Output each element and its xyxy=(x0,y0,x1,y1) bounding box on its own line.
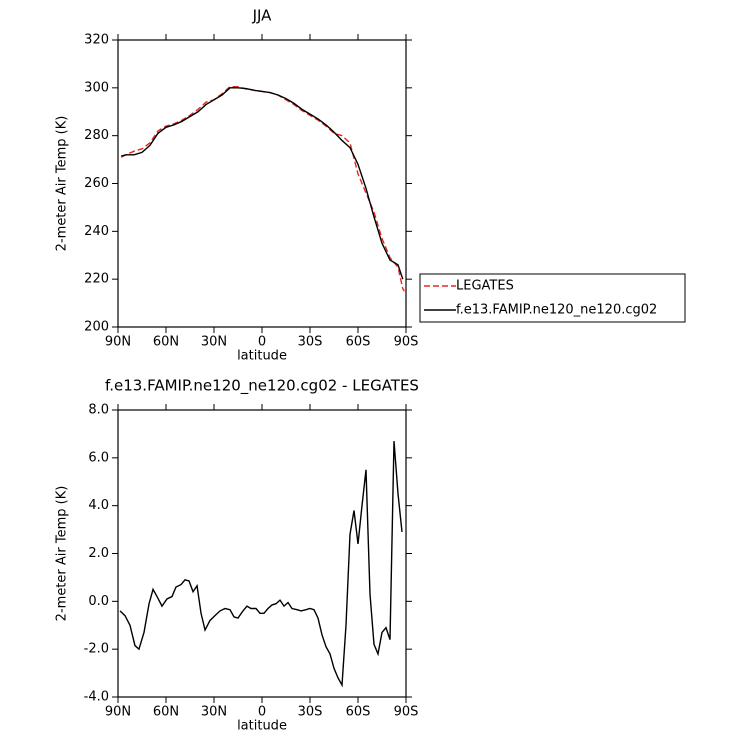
x-tick-label: 30N xyxy=(201,335,227,350)
y-tick-label: 240 xyxy=(84,224,109,239)
y-tick-label: 300 xyxy=(84,80,109,95)
y-tick-label: 200 xyxy=(84,320,109,335)
series-line xyxy=(119,441,403,688)
panel: f.e13.FAMIP.ne120_ne120.cg02 - LEGATES -4… xyxy=(55,377,419,734)
x-tick-label: 60N xyxy=(153,705,179,720)
y-axis-label: 2-meter Air Temp (K) xyxy=(55,116,70,252)
y-tick-label: 260 xyxy=(84,176,109,191)
x-tick-label: 90N xyxy=(105,705,131,720)
y-tick-label: 320 xyxy=(84,33,109,48)
y-axis-label: 2-meter Air Temp (K) xyxy=(55,486,70,622)
x-tick-label: 60S xyxy=(346,335,371,350)
legend-label: f.e13.FAMIP.ne120_ne120.cg02 xyxy=(456,303,657,318)
x-tick-label: 30S xyxy=(298,705,323,720)
chart-title: JJA xyxy=(252,7,273,25)
y-tick-label: 280 xyxy=(84,128,109,143)
legend-box xyxy=(419,273,686,323)
y-tick-label: 2.0 xyxy=(88,546,109,561)
legend-label: LEGATES xyxy=(456,279,514,294)
panel: JJA 200 220 240 260 280 300 320 90N 60N 30N 0 30S 60S… xyxy=(55,7,686,364)
plot-frame xyxy=(117,409,407,698)
x-tick-label: 90S xyxy=(394,335,419,350)
x-tick-label: 0 xyxy=(258,335,266,350)
y-tick-label: 8.0 xyxy=(88,403,109,418)
x-axis-label: latitude xyxy=(237,719,287,734)
y-tick-label: 220 xyxy=(84,272,109,287)
y-tick-label: -2.0 xyxy=(84,642,109,657)
x-tick-label: 60S xyxy=(346,705,371,720)
x-tick-label: 30S xyxy=(298,335,323,350)
x-tick-label: 0 xyxy=(258,705,266,720)
y-tick-label: 0.0 xyxy=(88,594,109,609)
y-tick-label: -4.0 xyxy=(84,690,109,705)
plot-frame xyxy=(117,39,407,328)
legend: LEGATES f.e13.FAMIP.ne120_ne120.cg02 xyxy=(419,273,686,323)
x-axis-label: latitude xyxy=(237,349,287,364)
x-tick-label: 30N xyxy=(201,705,227,720)
x-tick-label: 90N xyxy=(105,335,131,350)
series-line xyxy=(121,87,404,280)
x-tick-label: 90S xyxy=(394,705,419,720)
series-line xyxy=(120,85,405,292)
y-tick-label: 6.0 xyxy=(88,450,109,465)
y-tick-label: 4.0 xyxy=(88,498,109,513)
x-tick-label: 60N xyxy=(153,335,179,350)
chart-title: f.e13.FAMIP.ne120_ne120.cg02 - LEGATES xyxy=(105,377,419,396)
